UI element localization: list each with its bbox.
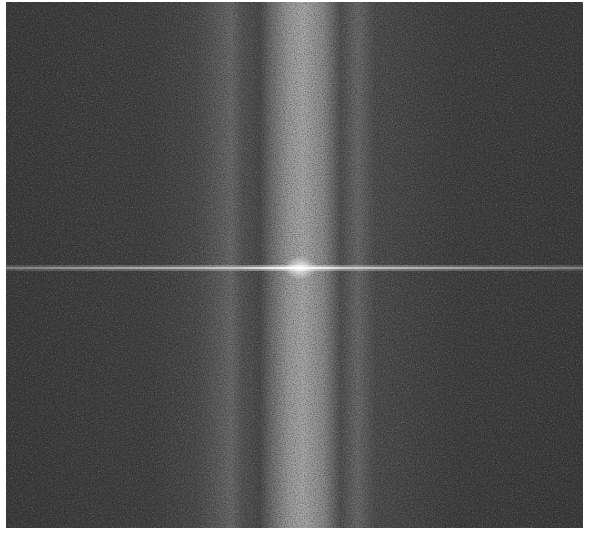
center-spot [284, 256, 316, 280]
page [0, 0, 589, 536]
image-content [6, 2, 583, 528]
spectrum-image [0, 0, 589, 536]
